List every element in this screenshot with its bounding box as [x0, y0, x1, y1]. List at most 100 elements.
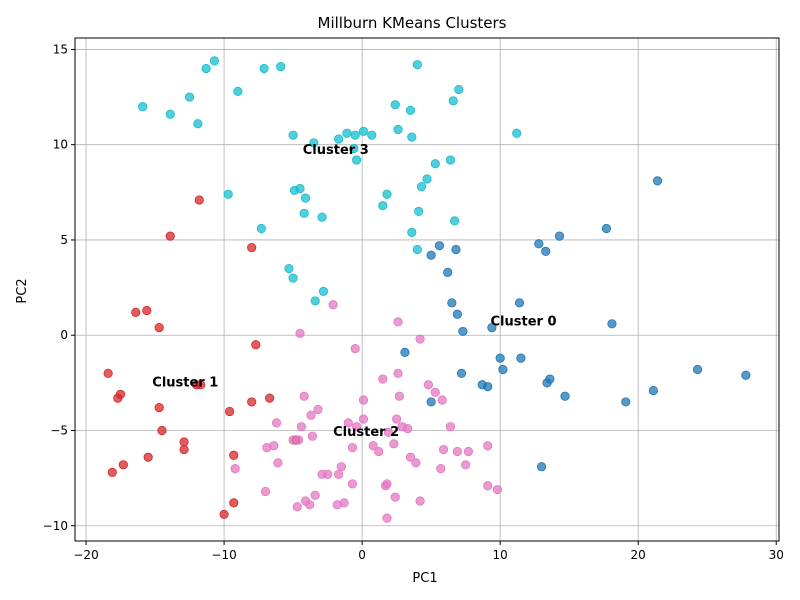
cluster-2-point — [350, 343, 360, 354]
cluster-0-point — [458, 326, 468, 337]
cluster-2-point — [294, 435, 304, 445]
cluster-0-point — [554, 231, 565, 241]
cluster-1-point — [194, 195, 204, 205]
cluster-0-point — [456, 368, 467, 378]
cluster-1-point — [154, 323, 164, 333]
cluster-annotations: Cluster 0 Cluster 1 Cluster 2 Cluster 3 — [152, 143, 556, 440]
cluster-2-point — [351, 422, 362, 432]
cluster-2-point — [313, 404, 323, 415]
cluster-2-point — [299, 391, 309, 401]
cluster-1-point — [113, 393, 123, 403]
cluster-3-point — [317, 212, 327, 222]
cluster-2-point — [347, 479, 358, 489]
cluster-0-point — [601, 223, 612, 234]
cluster-3-point — [299, 208, 309, 218]
cluster-3-point — [351, 155, 362, 165]
cluster-2-point — [347, 443, 358, 453]
cluster-2-point — [483, 441, 493, 451]
cluster-0-point — [652, 176, 663, 186]
cluster-2-point — [230, 463, 240, 474]
cluster-3-point — [165, 109, 175, 119]
cluster-2-point — [328, 300, 338, 310]
cluster-1-point — [118, 460, 128, 470]
cluster-0-point — [648, 385, 658, 396]
cluster-0-point — [498, 364, 508, 375]
cluster-2-point — [389, 439, 399, 449]
cluster-0-point — [434, 241, 445, 251]
cluster-1-point — [229, 450, 239, 460]
y-tick-label: −5 — [50, 423, 68, 437]
cluster-2-point — [423, 380, 433, 390]
cluster-2-point — [273, 458, 283, 468]
cluster-annotation: Cluster 2 — [333, 425, 399, 440]
cluster-3-point — [350, 130, 360, 140]
cluster-3-point — [422, 174, 432, 184]
cluster-3-point — [405, 105, 416, 116]
cluster-0-point — [514, 298, 525, 308]
cluster-2-point — [452, 446, 462, 457]
cluster-2-point — [271, 418, 282, 428]
cluster-2-point — [483, 481, 493, 491]
cluster-2-point — [382, 513, 392, 523]
cluster-2-point — [415, 496, 425, 506]
cluster-1-point — [179, 444, 189, 455]
cluster-0-point — [621, 397, 631, 407]
cluster-1-point — [247, 242, 257, 253]
cluster-0-point — [447, 298, 457, 308]
cluster-3-point — [256, 223, 266, 234]
axis-ticks: −20 −10 0 10 20 30 −10 −5 0 5 10 15 — [43, 42, 784, 562]
cluster-2-point — [492, 484, 502, 495]
cluster-0-point — [483, 382, 493, 392]
cluster-1-point — [142, 305, 152, 316]
cluster-1-point — [179, 437, 189, 447]
cluster-3-point — [454, 84, 464, 95]
cluster-3-point — [233, 86, 243, 96]
cluster-1-points — [103, 195, 301, 519]
cluster-annotation: Cluster 1 — [152, 376, 218, 391]
cluster-annotation: Cluster 3 — [303, 143, 369, 158]
cluster-2-point — [310, 490, 320, 500]
cluster-2-point — [411, 458, 421, 468]
cluster-1-point — [196, 380, 206, 390]
cluster-3-point — [289, 185, 300, 196]
cluster-3-point — [300, 193, 311, 203]
cluster-0-point — [426, 250, 436, 260]
cluster-3-point — [349, 143, 359, 154]
cluster-2-point — [437, 395, 447, 405]
cluster-2-point — [336, 462, 347, 472]
cluster-3-point — [407, 227, 417, 237]
cluster-3-point — [358, 126, 369, 136]
x-tick-label: 10 — [493, 548, 508, 562]
cluster-1-point — [251, 340, 261, 350]
cluster-2-point — [262, 443, 272, 453]
cluster-3-point — [184, 92, 195, 102]
cluster-2-point — [358, 395, 369, 405]
cluster-2-point — [296, 422, 306, 432]
y-tick-label: 0 — [60, 328, 68, 342]
cluster-3-point — [382, 189, 392, 199]
cluster-2-point — [383, 427, 393, 437]
y-tick-label: 15 — [53, 42, 68, 56]
cluster-2-point — [307, 431, 318, 441]
x-tick-label: −10 — [211, 548, 236, 562]
cluster-1-point — [225, 406, 235, 417]
cluster-2-point — [295, 328, 305, 338]
cluster-2-point — [393, 317, 403, 327]
cluster-3-point — [284, 263, 294, 274]
y-tick-label: −10 — [43, 519, 68, 533]
data-points — [103, 56, 751, 523]
plot-frame — [74, 37, 780, 542]
cluster-2-point — [405, 452, 416, 462]
cluster-3-point — [390, 100, 400, 110]
cluster-0-point — [541, 246, 551, 256]
cluster-0-point — [487, 323, 497, 333]
cluster-3-point — [512, 128, 522, 138]
cluster-1-point — [131, 307, 141, 317]
cluster-3-point — [342, 128, 352, 138]
cluster-3-point — [201, 63, 211, 74]
cluster-3-point — [450, 216, 460, 226]
x-tick-label: 30 — [769, 548, 784, 562]
cluster-2-point — [390, 492, 400, 502]
